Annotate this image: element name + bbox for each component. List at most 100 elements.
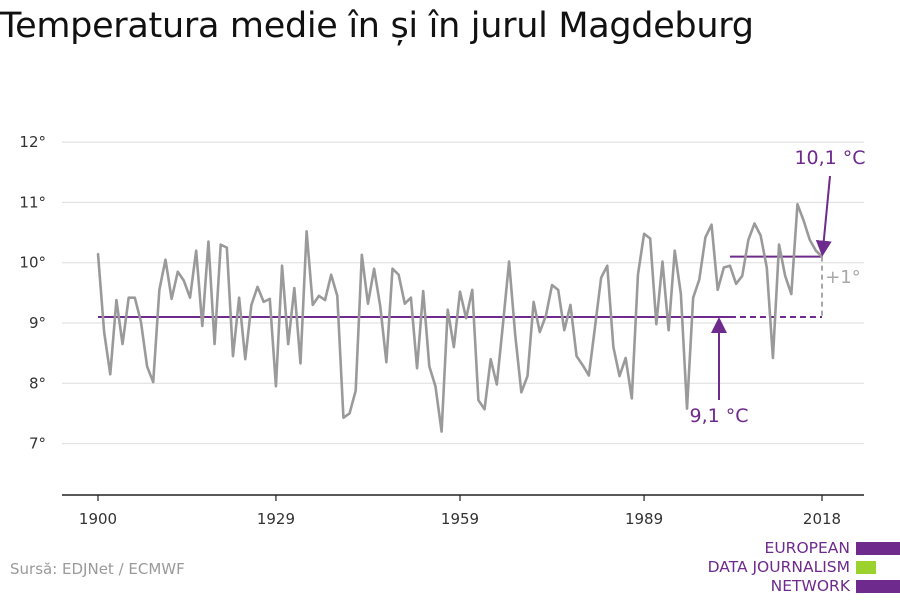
data-point xyxy=(704,236,707,239)
data-point xyxy=(821,255,823,258)
data-point xyxy=(716,288,719,291)
edjnet-logo: EUROPEAN DATA JOURNALISM NETWORK xyxy=(700,538,900,598)
data-point xyxy=(802,219,805,222)
data-point xyxy=(385,361,388,364)
data-point xyxy=(673,249,676,252)
data-point xyxy=(532,300,535,303)
data-point xyxy=(324,299,326,301)
data-point xyxy=(741,275,744,277)
data-point xyxy=(103,331,106,333)
logo-bar-1 xyxy=(856,542,900,555)
data-point xyxy=(759,234,762,237)
data-point xyxy=(373,267,376,270)
data-point xyxy=(201,325,204,327)
logo-bar-2 xyxy=(856,561,876,574)
data-point xyxy=(244,358,247,361)
data-point xyxy=(483,408,486,411)
data-point xyxy=(557,288,560,291)
data-point xyxy=(232,355,234,358)
data-point xyxy=(508,260,510,263)
data-point xyxy=(440,430,443,433)
data-point xyxy=(679,293,682,295)
data-point xyxy=(133,296,136,299)
data-point xyxy=(630,397,633,400)
data-point xyxy=(238,296,241,299)
recent-mean-label: 10,1 °C xyxy=(794,147,865,169)
data-point xyxy=(354,389,357,392)
data-point xyxy=(655,323,658,326)
annotations: 10,1 °C 9,1 °C +1° xyxy=(689,147,865,427)
data-point xyxy=(747,238,750,241)
data-point xyxy=(606,264,609,267)
data-point xyxy=(692,296,695,299)
data-point xyxy=(367,302,369,305)
data-point xyxy=(643,232,645,235)
data-point xyxy=(109,373,112,376)
data-point xyxy=(115,299,118,301)
data-point xyxy=(649,237,652,240)
data-point xyxy=(158,288,161,291)
data-point xyxy=(434,385,437,388)
data-point xyxy=(618,375,621,377)
data-point xyxy=(182,279,185,282)
data-point xyxy=(772,357,774,359)
data-point xyxy=(152,381,155,383)
data-point xyxy=(661,260,664,263)
data-point xyxy=(489,358,492,361)
data-point xyxy=(587,374,590,377)
data-point xyxy=(569,304,572,306)
data-point xyxy=(612,346,615,349)
data-point xyxy=(146,365,148,368)
data-point xyxy=(686,407,688,410)
data-point xyxy=(311,304,314,306)
data-point xyxy=(317,294,320,297)
chart-title: Temperatura medie în și în jurul Magdebu… xyxy=(0,6,754,46)
data-point xyxy=(379,305,382,308)
data-point xyxy=(281,264,283,267)
data-point xyxy=(170,297,173,300)
data-point xyxy=(551,284,553,286)
data-point xyxy=(710,223,713,226)
data-point xyxy=(753,222,756,225)
logo-line-1: EUROPEAN xyxy=(764,539,850,557)
data-point xyxy=(127,296,130,299)
data-point xyxy=(422,290,425,292)
data-point xyxy=(495,383,498,386)
data-point xyxy=(250,304,253,306)
baseline-mean-label: 9,1 °C xyxy=(689,405,748,427)
data-point xyxy=(735,282,738,285)
data-point xyxy=(796,203,799,206)
x-tick-label: 1989 xyxy=(625,510,663,528)
y-tick-label: 7° xyxy=(29,435,46,453)
data-point xyxy=(765,266,768,269)
data-point xyxy=(262,300,265,303)
data-point xyxy=(790,293,793,295)
data-point xyxy=(164,258,167,261)
logo-line-2: DATA JOURNALISM xyxy=(707,558,850,576)
data-point xyxy=(600,276,603,279)
data-point xyxy=(698,278,701,281)
data-point xyxy=(403,302,406,305)
x-tick-label: 1959 xyxy=(441,510,479,528)
data-point xyxy=(330,273,333,276)
data-point xyxy=(256,285,259,288)
logo-bar-3 xyxy=(856,580,900,593)
data-point xyxy=(778,243,780,246)
data-point xyxy=(459,290,461,293)
data-point xyxy=(575,355,578,358)
data-point xyxy=(465,317,468,320)
gridlines xyxy=(62,141,864,445)
data-point xyxy=(446,308,449,311)
data-point xyxy=(213,343,216,346)
data-point xyxy=(299,362,302,365)
y-tick-label: 8° xyxy=(29,374,46,392)
data-point xyxy=(336,294,339,297)
source-note: Sursă: EDJNet / ECMWF xyxy=(10,560,185,578)
data-point xyxy=(121,343,124,346)
data-point xyxy=(176,270,179,273)
data-point xyxy=(268,297,271,300)
data-point xyxy=(722,266,725,269)
data-point xyxy=(814,249,817,252)
x-tick-label: 1929 xyxy=(257,510,295,528)
data-point xyxy=(348,412,351,415)
